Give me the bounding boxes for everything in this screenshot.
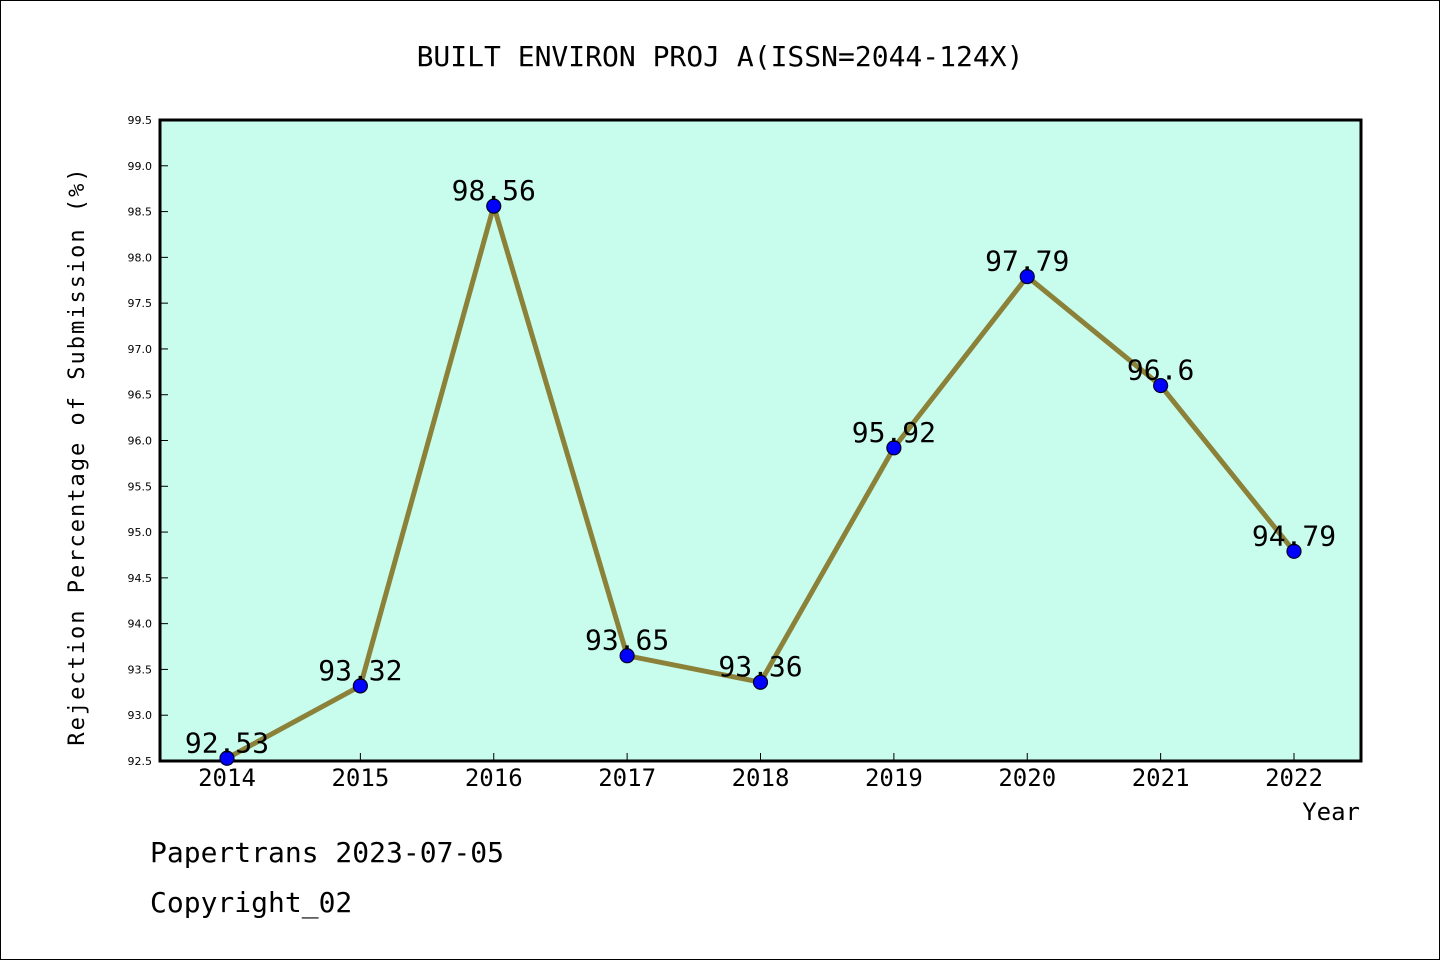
x-axis-label: Year: [1302, 798, 1360, 826]
y-tick-label: 93.0: [128, 709, 153, 722]
data-point: [486, 198, 502, 214]
x-tick-label: 2020: [998, 764, 1056, 792]
data-point: [1153, 377, 1169, 394]
x-tick-label: 2022: [1265, 764, 1323, 792]
chart-title: BUILT ENVIRON PROJ A(ISSN=2044-124X): [417, 40, 1024, 73]
data-point: [352, 678, 368, 694]
y-tick-label: 99.5: [128, 114, 153, 127]
y-tick-label: 92.5: [128, 755, 153, 768]
data-points: [219, 198, 1302, 766]
data-label: 96.6: [1127, 354, 1194, 387]
data-label: 93.36: [718, 650, 802, 683]
data-point: [886, 440, 902, 456]
data-point: [752, 674, 769, 690]
y-tick-label: 96.0: [128, 435, 153, 448]
y-tick-label: 95.0: [128, 526, 153, 539]
y-tick-label: 94.5: [128, 572, 153, 585]
x-tick-label: 2019: [865, 764, 923, 792]
y-tick-label: 98.0: [128, 251, 153, 264]
y-axis-label: Rejection Percentage of Submission (%): [65, 166, 90, 745]
data-point: [1019, 268, 1035, 285]
footer-copyright: Copyright_02: [150, 886, 353, 919]
x-axis-ticks: 2014 2015 2016 2017 2018 2019 2020 2021 2022: [198, 753, 1323, 792]
x-tick-label: 2014: [198, 764, 256, 792]
plot-area: [158, 118, 1363, 763]
data-label: 94.79: [1252, 519, 1336, 552]
data-label: 98.56: [452, 174, 536, 207]
y-tick-label: 94.0: [128, 618, 153, 631]
y-tick-label: 93.5: [128, 663, 153, 676]
x-tick-label: 2015: [331, 764, 389, 792]
x-tick-label: 2017: [598, 764, 656, 792]
y-tick-label: 96.5: [128, 389, 153, 402]
x-tick-label: 2016: [465, 764, 523, 792]
x-tick-label: 2021: [1132, 764, 1190, 792]
data-label: 93.65: [585, 624, 669, 657]
data-label: 92.53: [185, 726, 269, 759]
y-tick-label: 97.5: [128, 297, 153, 310]
data-label: 93.32: [318, 654, 402, 687]
data-labels: 92.53 93.32 98.56 93.65 93.36 95.92 97.79 96.6 9…: [185, 174, 1336, 759]
y-tick-label: 98.5: [128, 206, 153, 219]
y-tick-label: 95.5: [128, 480, 153, 493]
data-point: [619, 648, 635, 664]
x-tick-label: 2018: [732, 764, 790, 792]
data-point: [1286, 543, 1302, 559]
footer-date: Papertrans 2023-07-05: [150, 836, 505, 869]
y-axis-ticks: 92.5 93.0 93.5 94.0 94.5 95.0 95.5 96.0 96.5 97.0…: [128, 114, 168, 768]
y-tick-label: 99.0: [128, 160, 153, 173]
y-tick-label: 97.0: [128, 343, 153, 356]
data-label: 95.92: [852, 416, 936, 449]
data-label: 97.79: [985, 245, 1069, 278]
data-point: [219, 750, 235, 766]
